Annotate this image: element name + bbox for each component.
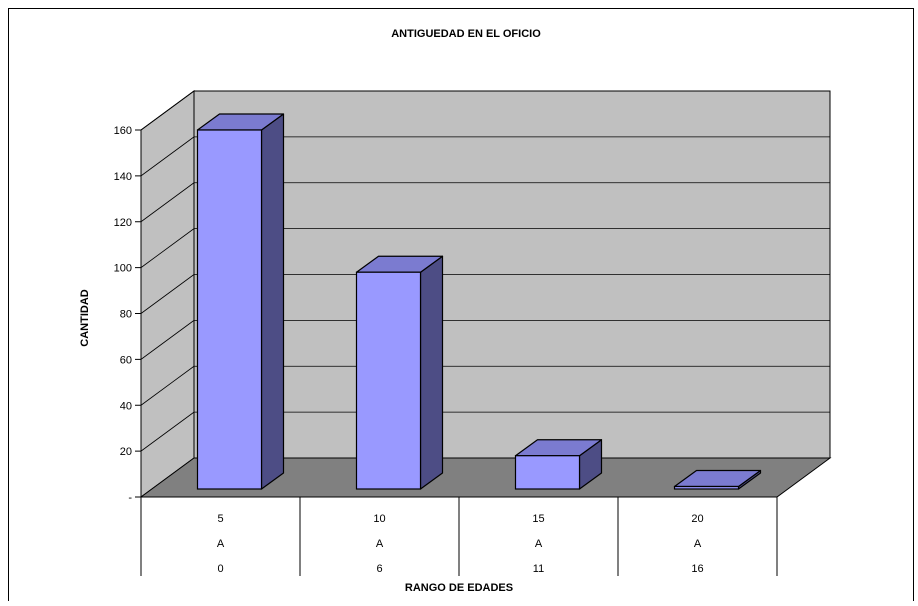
gridline-side — [140, 228, 195, 268]
x-tick-label: 0 — [217, 563, 223, 575]
y-tick-label: 100 — [114, 263, 132, 275]
x-tick-label: A — [535, 538, 543, 550]
x-tick-label: 11 — [533, 563, 544, 575]
y-tick-label: - — [128, 492, 132, 504]
y-tick-label: 140 — [114, 171, 132, 183]
x-tick-label: A — [694, 538, 702, 550]
x-tick-label: 5 — [217, 513, 223, 525]
bar — [196, 129, 263, 490]
gridline-side — [140, 182, 195, 223]
gridline-side — [140, 365, 195, 406]
gridline-side — [140, 274, 195, 314]
x-tick-label: A — [217, 538, 225, 550]
x-tick-label: 6 — [376, 563, 382, 575]
x-tick-label: 10 — [373, 513, 385, 525]
y-tick-label: 120 — [114, 217, 132, 229]
x-tick-label: 15 — [532, 513, 544, 525]
x-tick-label: 16 — [691, 563, 703, 575]
gridline-side — [140, 320, 195, 360]
bar — [514, 455, 581, 490]
y-axis-label: CANTIDAD — [79, 289, 91, 346]
bar — [673, 485, 740, 490]
bar-side — [260, 113, 285, 490]
x-axis-label: RANGO DE EDADES — [405, 582, 513, 594]
gridline-side — [140, 90, 195, 131]
chart-title: ANTIGUEDAD EN EL OFICIO — [391, 28, 541, 40]
x-tick-label: 20 — [691, 513, 703, 525]
gridline-side — [140, 411, 195, 452]
bar — [355, 271, 422, 490]
x-tick-label: A — [376, 538, 384, 550]
bar-side — [419, 255, 444, 490]
y-tick-label: 40 — [120, 400, 132, 412]
y-tick-label: 80 — [120, 309, 132, 321]
y-tick-label: 160 — [114, 125, 132, 137]
y-tick-label: 60 — [120, 354, 132, 366]
gridline-side — [140, 136, 195, 177]
y-tick-label: 20 — [120, 446, 132, 458]
